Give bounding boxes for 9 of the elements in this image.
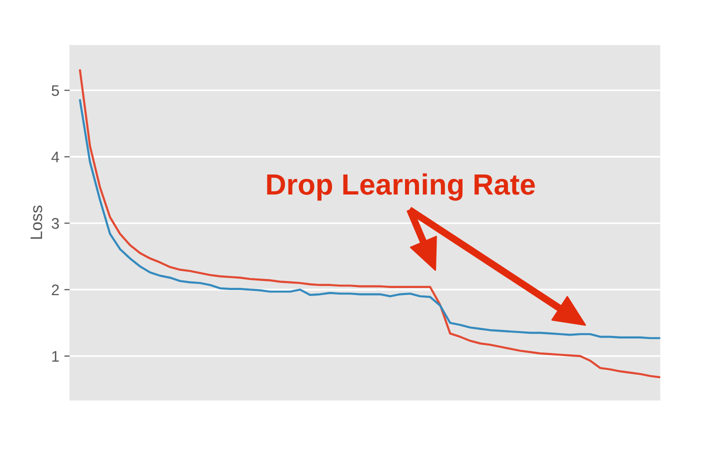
y-tick-label: 1 xyxy=(52,351,59,362)
y-axis-title: Loss xyxy=(30,206,42,239)
line-series xyxy=(78,99,660,340)
line-series xyxy=(78,69,660,378)
annotation: Drop Learning Rate xyxy=(267,173,535,201)
y-tick-label: 3 xyxy=(52,218,59,229)
y-tick-label: 4 xyxy=(51,152,60,162)
y-tick-label: 2 xyxy=(52,284,59,296)
y-tick-label: 5 xyxy=(52,85,59,96)
